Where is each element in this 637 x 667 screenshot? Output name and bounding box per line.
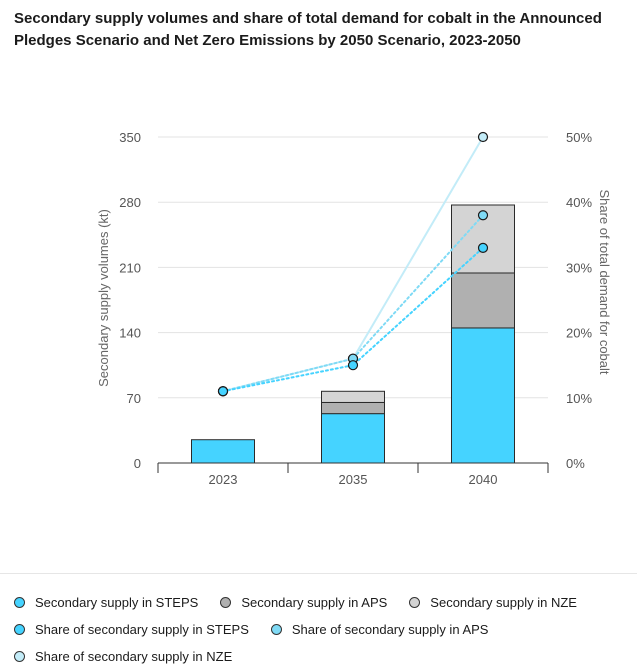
share-point <box>477 242 489 253</box>
bar-segment <box>451 327 515 464</box>
legend-swatch <box>220 596 232 608</box>
legend-swatch <box>14 596 25 608</box>
bars <box>191 204 515 464</box>
y2-tick-label: 30% <box>566 260 592 275</box>
y-tick-label: 280 <box>119 195 141 210</box>
y-tick-label: 210 <box>119 260 141 275</box>
bar-segment <box>451 272 515 329</box>
legend-label: Share of secondary supply in NZE <box>35 648 233 664</box>
legend-row: Share of secondary supply in STEPS Share … <box>14 619 510 639</box>
legend-swatch <box>409 596 421 608</box>
legend-item: Secondary supply in APS <box>220 595 387 610</box>
y2-tick-label: 40% <box>566 195 592 210</box>
share-line <box>222 136 484 393</box>
legend-item: Secondary supply in NZE <box>409 595 577 610</box>
y2-tick-label: 10% <box>566 391 592 406</box>
share-point <box>477 210 489 221</box>
legend-label: Share of secondary supply in APS <box>291 621 489 637</box>
legend-label: Secondary supply in STEPS <box>35 594 199 610</box>
legend-swatch <box>14 650 25 662</box>
y-tick-label: 350 <box>119 130 141 145</box>
y2-tick-label: 0% <box>566 456 585 471</box>
legend-swatch <box>270 623 282 635</box>
y-tick-label: 70 <box>127 391 141 406</box>
tick-labels: 0 70 140 210 280 350 0% 10% 20% 30% 40% 50% 2023 2035… <box>119 130 592 487</box>
axes <box>157 462 549 473</box>
x-tick-label: 2023 <box>209 472 238 487</box>
legend-item: Secondary supply in STEPS <box>14 595 198 610</box>
y2-tick-label: 20% <box>566 326 592 341</box>
legend-label: Share of secondary supply in STEPS <box>35 621 249 637</box>
chart-title: Secondary supply volumes and share of to… <box>14 10 602 49</box>
legend-label: Secondary supply in NZE <box>430 594 577 610</box>
y-tick-label: 0 <box>134 456 141 471</box>
bar-segment <box>321 390 385 403</box>
bar-segment <box>191 439 255 464</box>
y-tick-label: 140 <box>119 326 141 341</box>
y2-axis-title: Share of total demand for cobalt <box>597 189 612 374</box>
bar-segment <box>321 413 385 464</box>
share-point <box>217 386 229 397</box>
legend-item: Share of secondary supply in NZE <box>14 649 232 664</box>
share-point <box>347 360 359 371</box>
legend: Secondary supply in STEPS Secondary suppl… <box>0 573 637 664</box>
y2-tick-label: 50% <box>566 130 592 145</box>
y-axis-title: Secondary supply volumes (kt) <box>96 209 111 387</box>
x-tick-label: 2035 <box>339 472 368 487</box>
legend-item: Share of secondary supply in APS <box>270 621 489 637</box>
legend-swatch <box>14 623 25 635</box>
x-tick-label: 2040 <box>469 472 498 487</box>
legend-label: Secondary supply in APS <box>241 594 388 610</box>
share-lines <box>217 131 489 397</box>
legend-item: Share of secondary supply in STEPS <box>14 622 249 637</box>
legend-row: Share of secondary supply in NZE <box>14 646 254 666</box>
legend-row: Secondary supply in STEPS Secondary suppl… <box>14 592 599 612</box>
bar-segment <box>321 401 385 415</box>
chart-canvas: 0 70 140 210 280 350 0% 10% 20% 30% 40% 50% 2023 2035… <box>96 130 612 487</box>
share-point <box>477 131 489 143</box>
